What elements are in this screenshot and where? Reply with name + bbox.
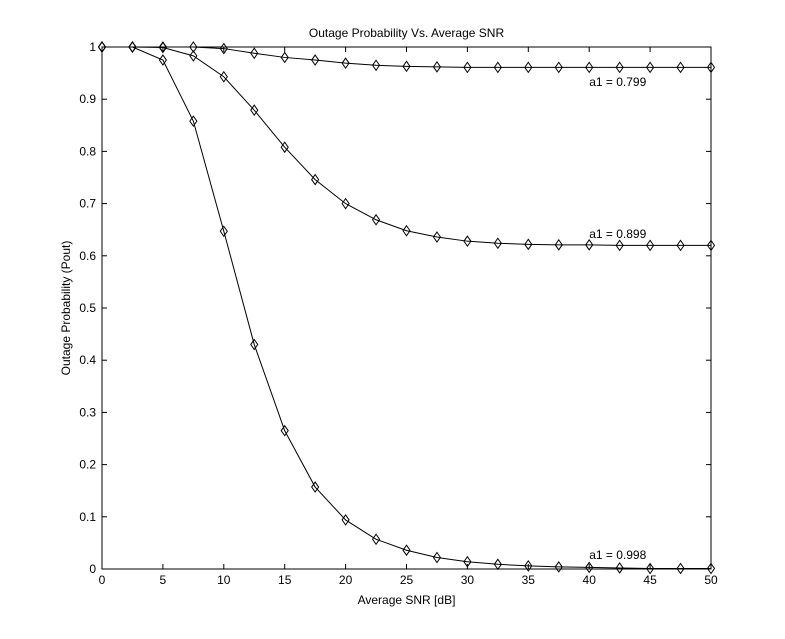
data-point-marker	[463, 555, 472, 568]
x-tick-label: 20	[339, 573, 353, 587]
series-annotation: a1 = 0.998	[589, 548, 646, 562]
data-point-marker	[311, 481, 320, 493]
data-point-marker	[493, 558, 502, 571]
x-tick-label: 10	[217, 573, 231, 587]
data-point-marker	[311, 173, 320, 186]
x-tick-label: 35	[522, 573, 536, 587]
data-point-marker	[706, 61, 716, 74]
data-point-marker	[615, 61, 624, 74]
data-point-marker	[585, 238, 594, 251]
series-line	[102, 46, 711, 246]
data-point-marker	[189, 41, 198, 53]
y-tick-label: 1	[89, 40, 96, 54]
series-group	[97, 41, 716, 575]
y-axis-label: Outage Probability (Pout)	[59, 241, 73, 376]
data-point-marker	[341, 197, 350, 210]
data-point-marker	[250, 338, 259, 351]
data-point-marker	[158, 41, 168, 54]
data-point-marker	[615, 239, 624, 252]
y-tick-label: 0.6	[79, 249, 96, 263]
data-point-marker	[676, 562, 685, 575]
y-tick-label: 0.5	[79, 301, 96, 315]
series-annotation: a1 = 0.899	[589, 227, 646, 241]
y-tick-label: 0	[89, 562, 96, 576]
data-point-marker	[463, 61, 472, 74]
data-point-marker	[371, 59, 381, 72]
y-tick-label: 0.7	[79, 197, 96, 211]
data-point-marker	[706, 239, 716, 252]
y-tick-label: 0.2	[79, 458, 96, 472]
chart-title: Outage Probability Vs. Average SNR	[309, 26, 505, 40]
data-point-marker	[554, 561, 563, 573]
data-point-marker	[585, 61, 594, 74]
series-3	[97, 41, 716, 575]
data-point-marker	[128, 41, 137, 53]
x-tick-label: 0	[99, 573, 106, 587]
data-point-marker	[524, 559, 533, 572]
y-tick-label: 0.1	[79, 510, 96, 524]
data-point-marker	[280, 424, 289, 437]
data-point-marker	[645, 239, 655, 252]
x-tick-label: 40	[583, 573, 597, 587]
data-point-marker	[219, 42, 228, 55]
data-point-marker	[250, 47, 259, 60]
data-point-marker	[280, 141, 289, 154]
x-tick-label: 30	[461, 573, 475, 587]
data-point-marker	[463, 235, 472, 248]
data-point-marker	[493, 237, 502, 250]
data-point-marker	[219, 70, 228, 83]
data-point-marker	[189, 115, 198, 127]
x-axis-label: Average SNR [dB]	[358, 593, 456, 607]
data-point-marker	[402, 544, 411, 557]
x-tick-label: 45	[643, 573, 657, 587]
data-point-marker	[493, 61, 502, 74]
data-point-marker	[645, 562, 655, 575]
x-tick-label: 15	[278, 573, 292, 587]
x-tick-label: 50	[704, 573, 718, 587]
data-point-marker	[280, 51, 289, 64]
plot-frame	[101, 46, 712, 570]
data-point-marker	[402, 224, 411, 237]
data-point-marker	[432, 551, 442, 564]
data-point-marker	[250, 104, 259, 117]
data-point-marker	[585, 561, 594, 574]
series-line	[102, 46, 711, 68]
data-point-marker	[432, 231, 442, 243]
data-point-marker	[524, 238, 533, 251]
data-point-marker	[158, 54, 168, 66]
plot-axes	[101, 46, 712, 570]
data-point-marker	[615, 562, 624, 574]
data-point-marker	[189, 50, 198, 62]
data-point-marker	[645, 61, 655, 74]
x-tick-label: 5	[160, 573, 167, 587]
data-point-marker	[432, 60, 442, 73]
series-annotation: a1 = 0.799	[589, 75, 646, 89]
annotation-group: a1 = 0.799 a1 = 0.899 a1 = 0.998	[589, 75, 646, 562]
tick-labels: 0 5 10 15 20 25 30 35 40 45 50 0 0.1 0.2 0.3 0.4 0.5 0.6 0…	[79, 40, 718, 587]
data-point-marker	[402, 60, 411, 73]
y-tick-label: 0.4	[79, 353, 96, 367]
data-point-marker	[676, 61, 685, 74]
y-tick-label: 0.3	[79, 405, 96, 419]
data-point-marker	[554, 238, 563, 251]
data-point-marker	[524, 61, 533, 74]
data-point-marker	[341, 514, 350, 526]
data-point-marker	[219, 225, 228, 238]
data-point-marker	[676, 239, 685, 252]
data-point-marker	[311, 54, 320, 66]
data-point-marker	[97, 41, 107, 53]
y-tick-label: 0.9	[79, 92, 96, 106]
y-tick-label: 0.8	[79, 144, 96, 158]
data-point-marker	[371, 533, 381, 546]
data-point-marker	[706, 562, 716, 575]
series-line	[102, 46, 711, 569]
data-point-marker	[371, 213, 381, 226]
x-tick-label: 25	[400, 573, 414, 587]
data-point-marker	[554, 61, 563, 74]
data-point-marker	[341, 57, 350, 70]
